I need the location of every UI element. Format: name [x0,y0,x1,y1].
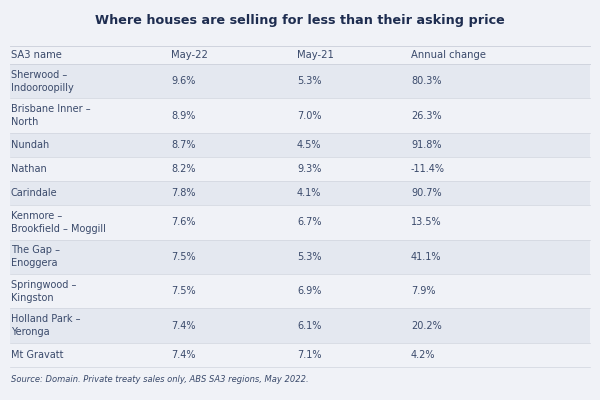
Text: 7.5%: 7.5% [171,286,196,296]
Text: 7.4%: 7.4% [171,321,196,331]
Text: 6.1%: 6.1% [297,321,322,331]
Bar [10,181,590,205]
Text: 20.2%: 20.2% [411,321,442,331]
Text: 26.3%: 26.3% [411,111,442,121]
Text: 8.7%: 8.7% [171,140,196,150]
Text: -11.4%: -11.4% [411,164,445,174]
Text: 4.1%: 4.1% [297,188,322,198]
Text: Holland Park –
Yeronga: Holland Park – Yeronga [11,314,80,337]
Text: Source: Domain. Private treaty sales only, ABS SA3 regions, May 2022.: Source: Domain. Private treaty sales onl… [11,375,308,384]
Bar [10,274,590,308]
Text: The Gap –
Enoggera: The Gap – Enoggera [11,246,60,268]
Text: 6.7%: 6.7% [297,217,322,227]
Text: Springwood –
Kingston: Springwood – Kingston [11,280,76,303]
Bar [10,205,590,240]
Text: 7.0%: 7.0% [297,111,322,121]
Text: 90.7%: 90.7% [411,188,442,198]
Bar [10,98,590,133]
Bar [10,308,590,343]
Text: Nundah: Nundah [11,140,49,150]
Text: 7.9%: 7.9% [411,286,436,296]
Text: 6.9%: 6.9% [297,286,322,296]
Text: Sherwood –
Indooroopilly: Sherwood – Indooroopilly [11,70,74,93]
Bar [10,157,590,181]
Text: 80.3%: 80.3% [411,76,442,86]
Text: Mt Gravatt: Mt Gravatt [11,350,64,360]
Bar [10,240,590,274]
Text: 4.5%: 4.5% [297,140,322,150]
Text: 13.5%: 13.5% [411,217,442,227]
Text: 8.2%: 8.2% [171,164,196,174]
Text: 41.1%: 41.1% [411,252,442,262]
Text: May-21: May-21 [297,50,334,60]
Text: Nathan: Nathan [11,164,47,174]
Text: Brisbane Inner –
North: Brisbane Inner – North [11,104,91,127]
Text: 9.3%: 9.3% [297,164,322,174]
Text: Where houses are selling for less than their asking price: Where houses are selling for less than t… [95,14,505,27]
Text: 8.9%: 8.9% [171,111,196,121]
Text: Kenmore –
Brookfield – Moggill: Kenmore – Brookfield – Moggill [11,211,106,234]
Bar [10,343,590,367]
Bar [10,133,590,157]
Text: 7.5%: 7.5% [171,252,196,262]
Text: 7.6%: 7.6% [171,217,196,227]
Text: 7.4%: 7.4% [171,350,196,360]
Text: Annual change: Annual change [411,50,486,60]
Text: Carindale: Carindale [11,188,58,198]
Text: 91.8%: 91.8% [411,140,442,150]
Bar [10,64,590,98]
Text: 7.8%: 7.8% [171,188,196,198]
Text: 9.6%: 9.6% [171,76,196,86]
Text: SA3 name: SA3 name [11,50,62,60]
Text: 5.3%: 5.3% [297,76,322,86]
Text: May-22: May-22 [171,50,208,60]
Text: 7.1%: 7.1% [297,350,322,360]
Text: 4.2%: 4.2% [411,350,436,360]
Text: 5.3%: 5.3% [297,252,322,262]
